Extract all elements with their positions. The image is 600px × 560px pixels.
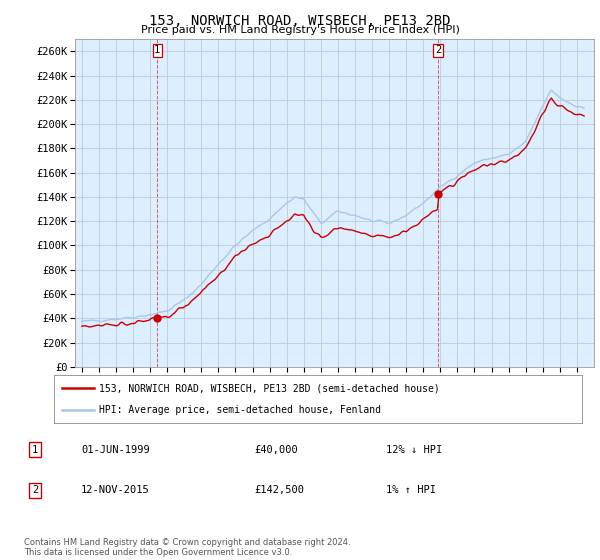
Text: 1: 1 — [32, 445, 38, 455]
Text: £40,000: £40,000 — [254, 445, 298, 455]
Text: 153, NORWICH ROAD, WISBECH, PE13 2BD (semi-detached house): 153, NORWICH ROAD, WISBECH, PE13 2BD (se… — [99, 383, 440, 393]
Text: 2: 2 — [435, 45, 441, 55]
Text: Price paid vs. HM Land Registry's House Price Index (HPI): Price paid vs. HM Land Registry's House … — [140, 25, 460, 35]
Text: HPI: Average price, semi-detached house, Fenland: HPI: Average price, semi-detached house,… — [99, 405, 381, 415]
Text: 153, NORWICH ROAD, WISBECH, PE13 2BD: 153, NORWICH ROAD, WISBECH, PE13 2BD — [149, 14, 451, 28]
Text: 01-JUN-1999: 01-JUN-1999 — [81, 445, 150, 455]
Text: 1% ↑ HPI: 1% ↑ HPI — [386, 486, 436, 496]
Text: 12-NOV-2015: 12-NOV-2015 — [81, 486, 150, 496]
Text: 2: 2 — [32, 486, 38, 496]
Text: Contains HM Land Registry data © Crown copyright and database right 2024.
This d: Contains HM Land Registry data © Crown c… — [24, 538, 350, 557]
Text: 1: 1 — [154, 45, 160, 55]
Text: 12% ↓ HPI: 12% ↓ HPI — [386, 445, 443, 455]
Text: £142,500: £142,500 — [254, 486, 304, 496]
